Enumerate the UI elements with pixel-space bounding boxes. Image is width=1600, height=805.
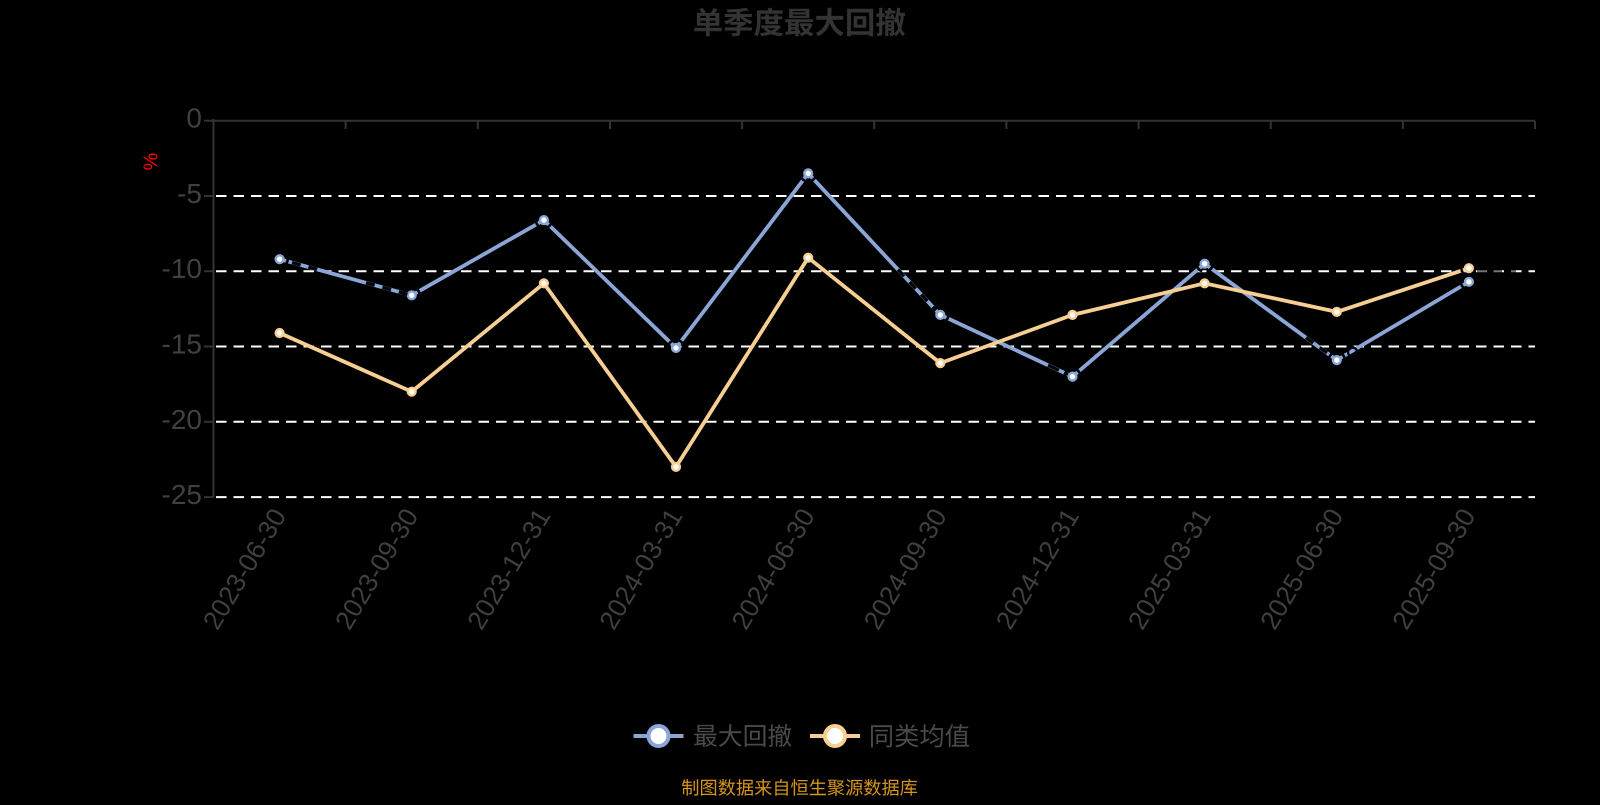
svg-text:-5: -5 xyxy=(177,178,202,209)
svg-text:%: % xyxy=(141,152,163,170)
svg-text:-20: -20 xyxy=(162,404,202,435)
svg-text:0: 0 xyxy=(186,103,202,134)
svg-text:-25: -25 xyxy=(162,479,202,510)
svg-text:-15: -15 xyxy=(162,329,202,360)
svg-text:-10: -10 xyxy=(162,253,202,284)
